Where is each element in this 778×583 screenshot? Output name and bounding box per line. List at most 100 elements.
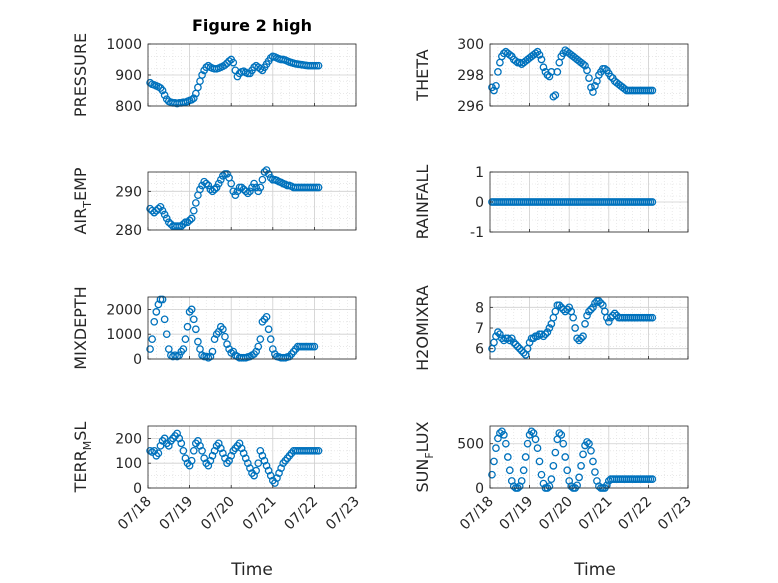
axes-box bbox=[147, 296, 357, 360]
data-point bbox=[179, 220, 188, 229]
data-point bbox=[490, 457, 498, 466]
data-point bbox=[256, 335, 265, 344]
x-tick-label: 07/23 bbox=[323, 494, 363, 534]
data-point bbox=[494, 68, 502, 76]
data-point bbox=[198, 446, 206, 455]
data-point bbox=[511, 57, 520, 65]
data-point bbox=[585, 74, 593, 82]
data-point bbox=[575, 336, 583, 345]
data-point bbox=[509, 338, 518, 347]
data-point bbox=[189, 446, 198, 455]
x-tick-label: 07/19 bbox=[497, 494, 537, 534]
data-point bbox=[237, 183, 246, 192]
data-point bbox=[183, 218, 192, 227]
data-point bbox=[191, 199, 200, 207]
y-axis-label: RAINFALL bbox=[413, 165, 432, 240]
y-tick-label: 500 bbox=[457, 437, 484, 453]
y-tick-label: 8 bbox=[475, 300, 484, 316]
data-point bbox=[183, 322, 192, 331]
data-point bbox=[581, 320, 589, 328]
data-point bbox=[648, 313, 657, 322]
data-point bbox=[591, 82, 599, 90]
axes-box bbox=[147, 425, 357, 489]
data-point bbox=[164, 218, 173, 227]
data-point bbox=[490, 86, 498, 95]
data-point bbox=[503, 453, 512, 461]
data-point bbox=[589, 457, 597, 466]
data-point bbox=[531, 435, 540, 444]
data-point bbox=[189, 206, 198, 215]
data-point bbox=[223, 170, 231, 178]
y-axis-label: H2OMIXRA bbox=[413, 285, 432, 371]
y-tick-label: 1000 bbox=[106, 37, 142, 53]
x-tick-label: 07/19 bbox=[157, 494, 197, 534]
data-point bbox=[179, 446, 188, 455]
data-point bbox=[589, 303, 597, 312]
data-point bbox=[492, 444, 500, 452]
y-axis-label: TERRMSL bbox=[71, 422, 94, 494]
y-axis-label: SUNFLUX bbox=[413, 421, 436, 492]
data-point bbox=[579, 332, 587, 341]
data-point bbox=[585, 307, 593, 316]
data-point bbox=[587, 446, 595, 455]
data-point bbox=[492, 82, 500, 90]
subplot-terrmsl: 0 100 200 07/18 07/19 07/20 07/21 07/22 07/23 TER… bbox=[71, 422, 363, 534]
y-tick-label: 2000 bbox=[106, 302, 142, 318]
data-point bbox=[185, 216, 194, 225]
data-point bbox=[559, 439, 568, 448]
data-point bbox=[606, 72, 615, 81]
data-point bbox=[600, 64, 609, 73]
data-point bbox=[587, 83, 595, 92]
data-point bbox=[314, 446, 323, 455]
subplot-airtemp: 280 290 AIRTEMP bbox=[71, 166, 357, 239]
data-point bbox=[602, 481, 611, 490]
data-point bbox=[581, 61, 589, 70]
data-point bbox=[187, 305, 196, 314]
data-point bbox=[648, 475, 657, 483]
data-point bbox=[527, 427, 536, 436]
data-point bbox=[529, 334, 538, 343]
subplot-mixdepth: 0 1000 2000 MIXDEPTH bbox=[71, 286, 357, 370]
data-point bbox=[229, 347, 238, 356]
y-tick-label: 7 bbox=[475, 321, 484, 337]
data-point bbox=[583, 311, 591, 320]
y-tick-label: 290 bbox=[115, 184, 142, 200]
data-point bbox=[189, 315, 198, 324]
data-point bbox=[501, 439, 510, 448]
x-tick-label: 07/18 bbox=[457, 494, 497, 534]
data-point bbox=[208, 347, 217, 356]
data-point bbox=[156, 202, 165, 211]
data-point bbox=[177, 222, 186, 230]
data-point bbox=[583, 438, 591, 446]
data-point bbox=[517, 477, 526, 485]
data-point bbox=[551, 307, 560, 316]
subplot-pressure: 800 900 1000 PRESSURE bbox=[71, 33, 357, 117]
data-point bbox=[511, 340, 520, 349]
data-point bbox=[587, 305, 595, 314]
data-point bbox=[175, 351, 184, 360]
data-point bbox=[557, 431, 566, 439]
data-point bbox=[513, 342, 522, 351]
data-point bbox=[551, 91, 560, 100]
data-point bbox=[500, 431, 508, 439]
data-point bbox=[258, 175, 267, 184]
data-point bbox=[214, 179, 223, 188]
data-point bbox=[547, 475, 556, 483]
y-tick-label: 100 bbox=[115, 456, 142, 472]
y-tick-label: 800 bbox=[115, 99, 142, 115]
data-point bbox=[549, 92, 558, 101]
data-point bbox=[229, 58, 238, 67]
data-point bbox=[579, 450, 587, 459]
data-point bbox=[490, 338, 498, 347]
data-point bbox=[198, 71, 206, 79]
data-point bbox=[543, 328, 552, 336]
y-tick-label: 0 bbox=[133, 352, 142, 368]
data-point bbox=[264, 170, 273, 178]
data-point bbox=[314, 61, 323, 70]
data-point bbox=[535, 50, 544, 59]
x-axis-label-left: Time bbox=[230, 560, 273, 580]
y-tick-label: 298 bbox=[457, 68, 484, 84]
data-point bbox=[505, 336, 514, 345]
data-point bbox=[152, 308, 161, 316]
